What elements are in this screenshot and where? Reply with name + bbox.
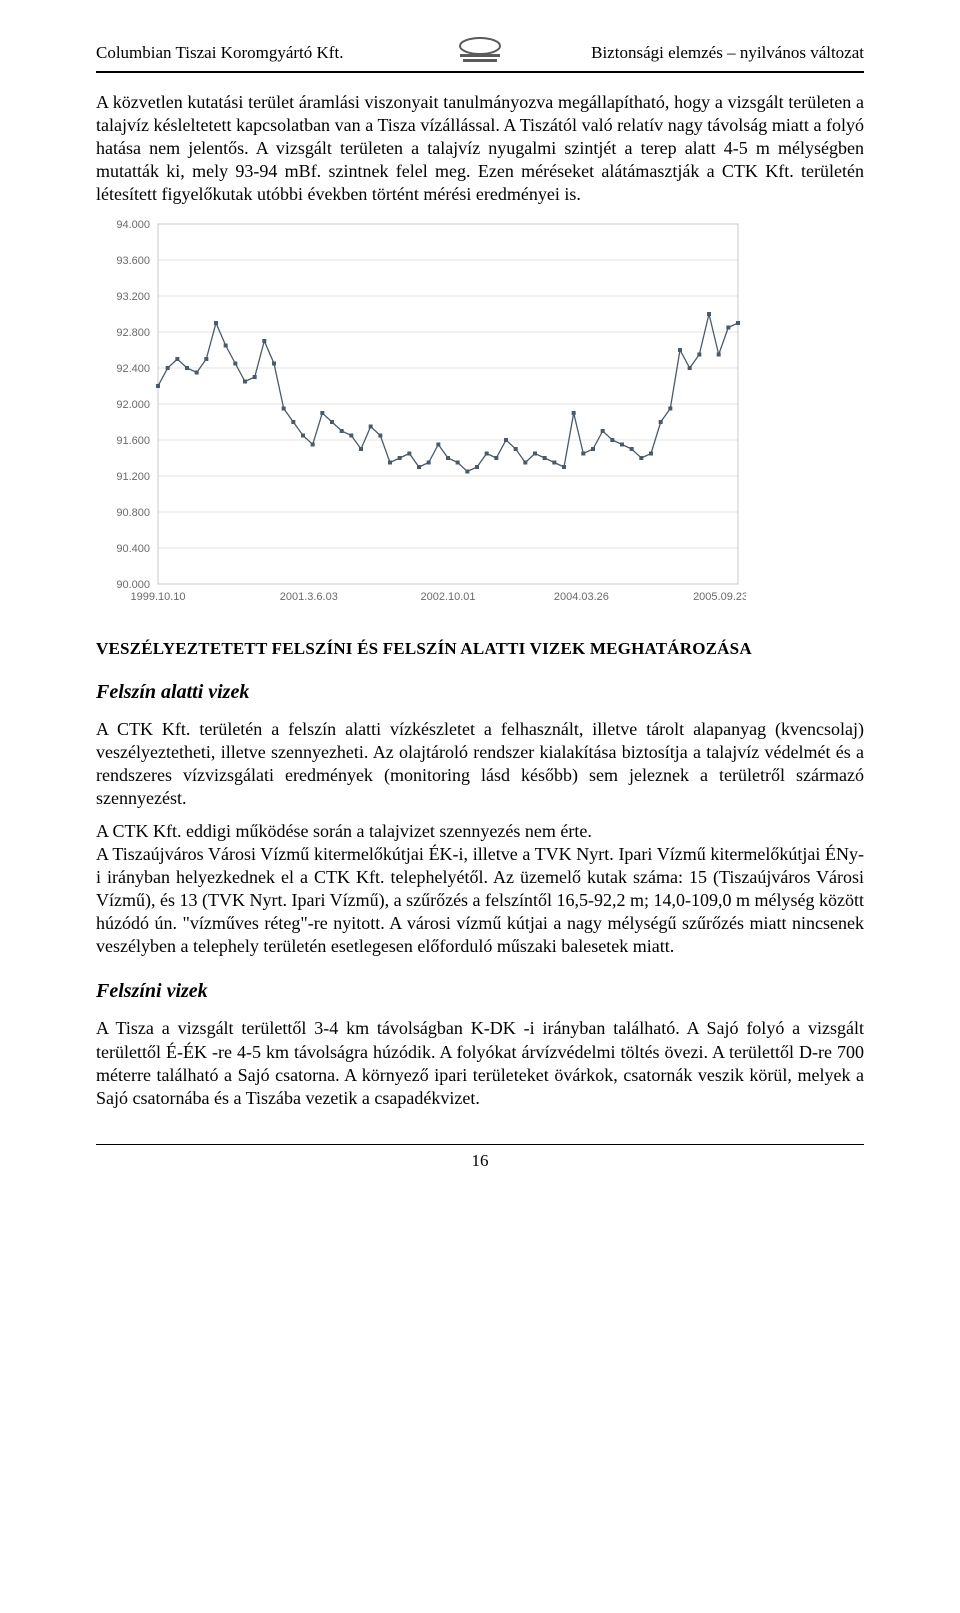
svg-text:93.200: 93.200 [116, 291, 150, 303]
page: Columbian Tiszai Koromgyártó Kft. Bizton… [0, 0, 960, 1219]
svg-text:90.800: 90.800 [116, 507, 150, 519]
subheading-felszin-alatti: Felszín alatti vizek [96, 681, 864, 704]
sub1-line-1: A CTK Kft. eddigi működése során a talaj… [96, 820, 864, 843]
sub1-line-2: A Tiszaújváros Városi Vízmű kitermelőkút… [96, 843, 864, 958]
svg-text:90.400: 90.400 [116, 543, 150, 555]
svg-text:92.800: 92.800 [116, 327, 150, 339]
svg-text:93.600: 93.600 [116, 255, 150, 267]
logo-glyph [460, 38, 500, 62]
svg-text:2001.3.6.03: 2001.3.6.03 [280, 591, 338, 603]
sub1-paragraph-1: A CTK Kft. területén a felszín alatti ví… [96, 718, 864, 810]
svg-text:92.400: 92.400 [116, 363, 150, 375]
header-left: Columbian Tiszai Koromgyártó Kft. [96, 43, 445, 63]
sub2-paragraph: A Tisza a vizsgált területtől 3-4 km táv… [96, 1017, 864, 1109]
svg-text:91.600: 91.600 [116, 435, 150, 447]
svg-text:2004.03.26: 2004.03.26 [554, 591, 609, 603]
svg-text:91.200: 91.200 [116, 471, 150, 483]
page-number: 16 [96, 1151, 864, 1171]
groundwater-chart: 90.000 90.400 90.800 91.200 91.600 92.000 92.4… [96, 216, 746, 613]
chart-svg: 90.000 90.400 90.800 91.200 91.600 92.000 92.4… [96, 216, 746, 608]
company-logo-icon [453, 36, 507, 69]
svg-text:2002.10.01: 2002.10.01 [420, 591, 475, 603]
section-heading-text: VESZÉLYEZTETETT FELSZÍNI ÉS FELSZÍN ALAT… [96, 639, 752, 658]
svg-text:1999.10.10: 1999.10.10 [130, 591, 185, 603]
section-heading: VESZÉLYEZTETETT FELSZÍNI ÉS FELSZÍN ALAT… [96, 639, 864, 659]
svg-text:90.000: 90.000 [116, 579, 150, 591]
subheading-felszini: Felszíni vizek [96, 980, 864, 1003]
page-header: Columbian Tiszai Koromgyártó Kft. Bizton… [96, 36, 864, 69]
svg-text:94.000: 94.000 [116, 219, 150, 231]
header-right: Biztonsági elemzés – nyilvános változat [515, 43, 864, 63]
svg-text:92.000: 92.000 [116, 399, 150, 411]
header-logo [445, 36, 515, 69]
header-rule [96, 71, 864, 73]
intro-paragraph: A közvetlen kutatási terület áramlási vi… [96, 91, 864, 206]
svg-text:2005.09.23: 2005.09.23 [693, 591, 746, 603]
footer-rule [96, 1144, 864, 1145]
